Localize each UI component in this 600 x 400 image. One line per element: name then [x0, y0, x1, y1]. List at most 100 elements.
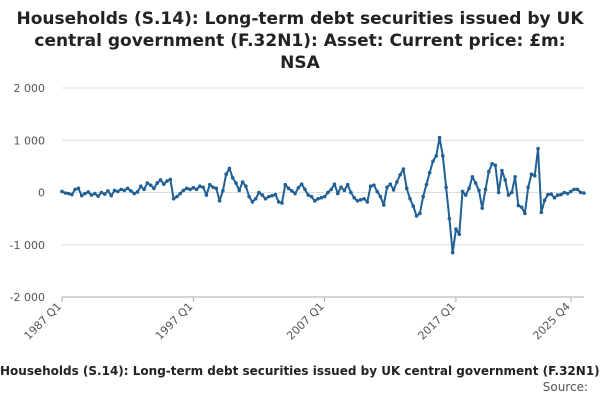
data-point: [194, 187, 199, 192]
data-point: [381, 203, 386, 207]
x-tick-label: 1997 Q1: [153, 300, 196, 343]
data-point: [221, 189, 225, 193]
data-point: [473, 181, 478, 185]
data-point: [404, 186, 409, 191]
data-point: [165, 179, 169, 183]
data-point: [572, 187, 576, 192]
data-point: [467, 186, 471, 191]
data-point: [365, 200, 370, 204]
data-point: [102, 192, 107, 196]
series: [60, 135, 586, 255]
data-point: [582, 191, 586, 195]
data-point: [96, 194, 100, 198]
data-point: [250, 200, 255, 204]
data-point: [358, 198, 363, 202]
data-point: [395, 180, 399, 184]
data-point: [309, 194, 314, 199]
data-point: [447, 216, 452, 221]
data-point: [565, 191, 570, 196]
data-point: [444, 185, 448, 190]
data-point: [247, 194, 251, 199]
data-point: [93, 191, 97, 196]
data-point: [280, 201, 284, 205]
x-tick-label: 1987 Q1: [22, 300, 65, 343]
chart-title: Households (S.14): Long-term debt securi…: [0, 8, 600, 74]
data-point: [171, 196, 176, 201]
data-point: [513, 175, 517, 179]
data-point: [112, 188, 117, 193]
data-point: [355, 199, 360, 203]
data-point: [260, 193, 265, 197]
data-point: [207, 182, 212, 187]
data-point: [306, 193, 311, 197]
data-point: [454, 227, 458, 231]
data-point: [411, 204, 416, 208]
data-point: [480, 206, 485, 210]
data-point: [372, 183, 376, 187]
data-point: [332, 182, 337, 186]
data-point: [168, 177, 173, 182]
data-point: [391, 188, 396, 192]
data-point: [138, 184, 143, 189]
y-tick-label: -2 000: [10, 291, 45, 304]
data-point: [106, 189, 110, 193]
y-tick-label: 2 000: [14, 82, 46, 95]
data-point: [526, 185, 530, 190]
x-tick-label: 2025 Q4: [530, 300, 573, 343]
data-point: [227, 166, 232, 171]
data-point: [542, 198, 547, 203]
data-point: [148, 183, 153, 187]
data-point: [546, 192, 550, 197]
data-point: [506, 193, 511, 197]
chart-title-line-1: Households (S.14): Long-term debt securi…: [16, 9, 584, 29]
data-point: [152, 186, 156, 191]
data-point: [352, 195, 356, 200]
y-tick-label: 1 000: [14, 134, 46, 147]
source-label: Source:: [542, 380, 588, 394]
data-point: [204, 193, 209, 197]
data-point: [109, 193, 114, 198]
data-point: [536, 146, 540, 151]
data-point: [299, 182, 304, 186]
data-point: [237, 188, 242, 193]
data-point: [224, 172, 228, 177]
series-legend-label: Households (S.14): Long-term debt securi…: [0, 364, 600, 378]
data-point: [66, 191, 71, 196]
data-point: [496, 190, 501, 195]
data-point: [116, 189, 120, 194]
data-point: [217, 199, 222, 203]
data-point: [155, 181, 160, 185]
data-point: [322, 194, 327, 199]
data-point: [437, 135, 442, 140]
data-point: [398, 172, 402, 177]
data-point: [375, 189, 379, 194]
data-point: [286, 186, 291, 191]
data-point: [191, 186, 196, 190]
y-tick-label: 0: [38, 187, 45, 200]
data-point: [408, 196, 412, 201]
data-point: [335, 191, 340, 196]
data-point: [418, 211, 422, 216]
data-point: [555, 193, 560, 197]
x-axis: 1987 Q1 1997 Q1 2007 Q1 2017 Q1 2025 Q4: [22, 296, 584, 343]
data-point: [523, 211, 527, 216]
data-point: [464, 193, 468, 197]
series-line: [61, 136, 585, 254]
data-point: [270, 193, 274, 198]
data-point: [431, 159, 435, 163]
data-point: [198, 184, 202, 189]
data-point: [303, 187, 307, 192]
data-point: [345, 182, 350, 187]
data-point: [89, 193, 94, 197]
data-point: [349, 190, 353, 195]
data-point: [460, 189, 465, 194]
data-point: [490, 161, 494, 166]
data-point: [316, 196, 320, 201]
data-point: [276, 200, 281, 204]
data-point: [486, 169, 491, 174]
data-point: [161, 182, 166, 186]
chart-title-line-2: central government (F.32N1): Asset: Curr…: [34, 31, 566, 51]
data-point: [178, 191, 182, 196]
data-point: [362, 196, 366, 201]
